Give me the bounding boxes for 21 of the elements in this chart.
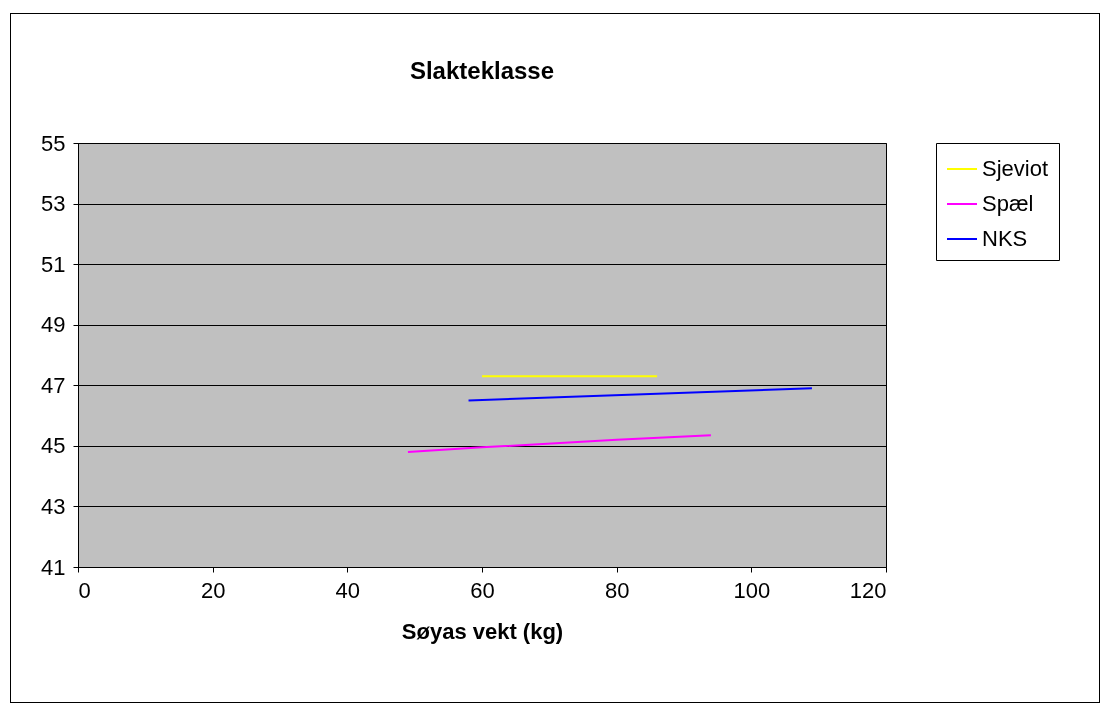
legend-label: NKS <box>982 226 1028 251</box>
line-series <box>406 434 712 453</box>
y-tick-label: 49 <box>41 312 66 338</box>
x-tick-label: 40 <box>335 577 361 603</box>
x-tick-label: 60 <box>470 577 495 603</box>
x-tick-label: 0 <box>78 577 91 603</box>
x-tick-label: 80 <box>604 577 630 603</box>
y-tick-label: 51 <box>41 251 66 277</box>
y-tick-label: 53 <box>41 191 66 217</box>
y-tick-label: 47 <box>41 372 66 398</box>
legend-label: Sjeviot <box>982 156 1049 181</box>
x-tick-label: 20 <box>200 577 226 603</box>
y-tick-label: 43 <box>41 493 66 519</box>
y-tick-label: 45 <box>41 433 66 459</box>
x-tick-label: 120 <box>849 577 887 603</box>
chart-title: Slakteklasse <box>409 57 555 84</box>
y-tick-label: 41 <box>41 554 66 580</box>
x-axis-title: Søyas vekt (kg) <box>401 618 564 644</box>
y-tick-label: 55 <box>41 130 66 156</box>
legend-label: Spæl <box>982 191 1034 216</box>
x-tick-label: 100 <box>733 577 771 603</box>
